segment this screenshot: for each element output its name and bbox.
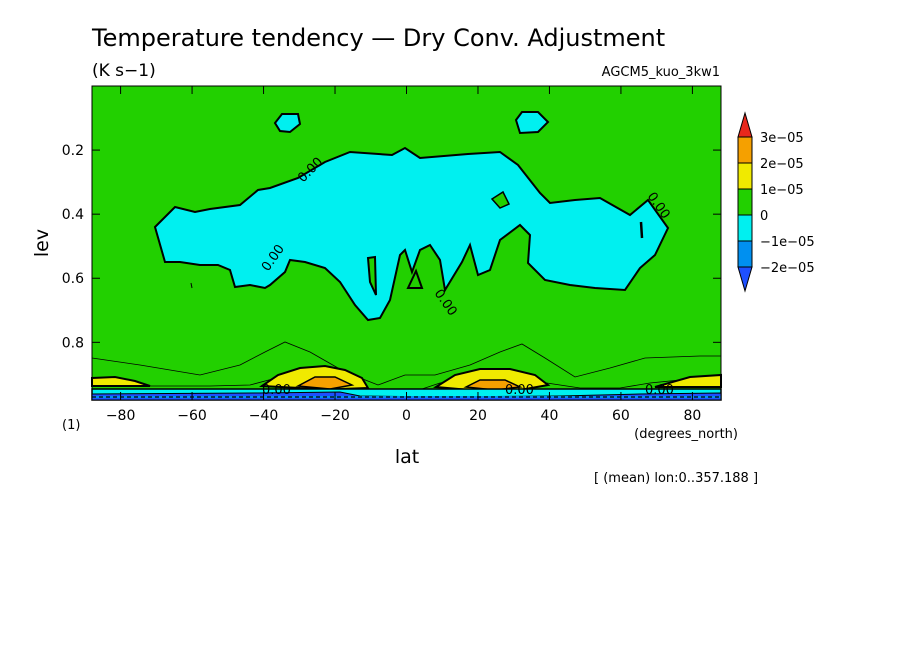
contour-label: 0.00 — [505, 383, 534, 398]
plot-area: 0.00 0.00 0.00 0.00 0.00 0.00 0.00 — [91, 85, 722, 401]
colorbar-swatch — [737, 136, 753, 164]
colorbar-label: −1e−05 — [760, 235, 815, 250]
y-tick-label: 0.6 — [62, 271, 84, 287]
colorbar-legend: 3e−05 2e−05 1e−05 0 −1e−05 −2e−05 — [737, 111, 815, 293]
contour-line — [190, 282, 193, 289]
x-tick-label: 60 — [612, 408, 630, 424]
field-negative-region — [514, 111, 550, 135]
field-negative-region — [406, 268, 424, 289]
x-tick-label: 20 — [469, 408, 487, 424]
x-tick-label: −40 — [249, 408, 279, 424]
units-label: (K s−1) — [92, 61, 156, 81]
x-tick-label: 80 — [683, 408, 701, 424]
x-axis-units: (degrees_north) — [634, 427, 738, 442]
y-tick-label: 0.8 — [62, 335, 84, 351]
field-negative-region — [273, 113, 302, 134]
colorbar-swatch — [737, 240, 753, 268]
y-axis-units: (1) — [62, 418, 80, 433]
field-negative-region — [366, 255, 377, 296]
x-axis-label: lat — [395, 446, 419, 468]
x-tick-label: 0 — [402, 408, 411, 424]
contour-label: 0.00 — [262, 383, 291, 398]
colorbar-extend-high — [737, 111, 753, 138]
colorbar-label: −2e−05 — [760, 261, 815, 276]
contour-label: 0.00 — [645, 383, 674, 398]
colorbar-label: 2e−05 — [760, 157, 804, 172]
field-negative-region — [153, 146, 670, 322]
x-axis: −80 −60 −40 −20 0 20 40 60 80 — [106, 86, 701, 424]
y-tick-label: 0.4 — [62, 207, 84, 223]
colorbar-label: 3e−05 — [760, 131, 804, 146]
x-tick-label: −60 — [177, 408, 207, 424]
contour-line — [639, 221, 644, 239]
x-tick-label: −80 — [106, 408, 136, 424]
colorbar-label: 1e−05 — [760, 183, 804, 198]
colorbar-swatch — [737, 162, 753, 190]
colorbar-swatch — [737, 214, 753, 242]
y-tick-label: 0.2 — [62, 143, 84, 159]
x-tick-label: −20 — [320, 408, 350, 424]
x-tick-label: 40 — [541, 408, 559, 424]
contour-line — [91, 371, 722, 394]
colorbar-label: 0 — [760, 209, 768, 224]
mean-note: [ (mean) lon:0..357.188 ] — [594, 471, 758, 486]
dataset-label: AGCM5_kuo_3kw1 — [602, 65, 720, 80]
y-axis: 0.2 0.4 0.6 0.8 — [62, 143, 721, 351]
contour-line — [91, 341, 721, 386]
colorbar-extend-low — [737, 266, 753, 293]
chart-title: Temperature tendency — Dry Conv. Adjustm… — [91, 24, 665, 52]
field-positive-blob — [490, 190, 511, 209]
colorbar-swatch — [737, 188, 753, 216]
y-axis-label: lev — [31, 229, 53, 257]
